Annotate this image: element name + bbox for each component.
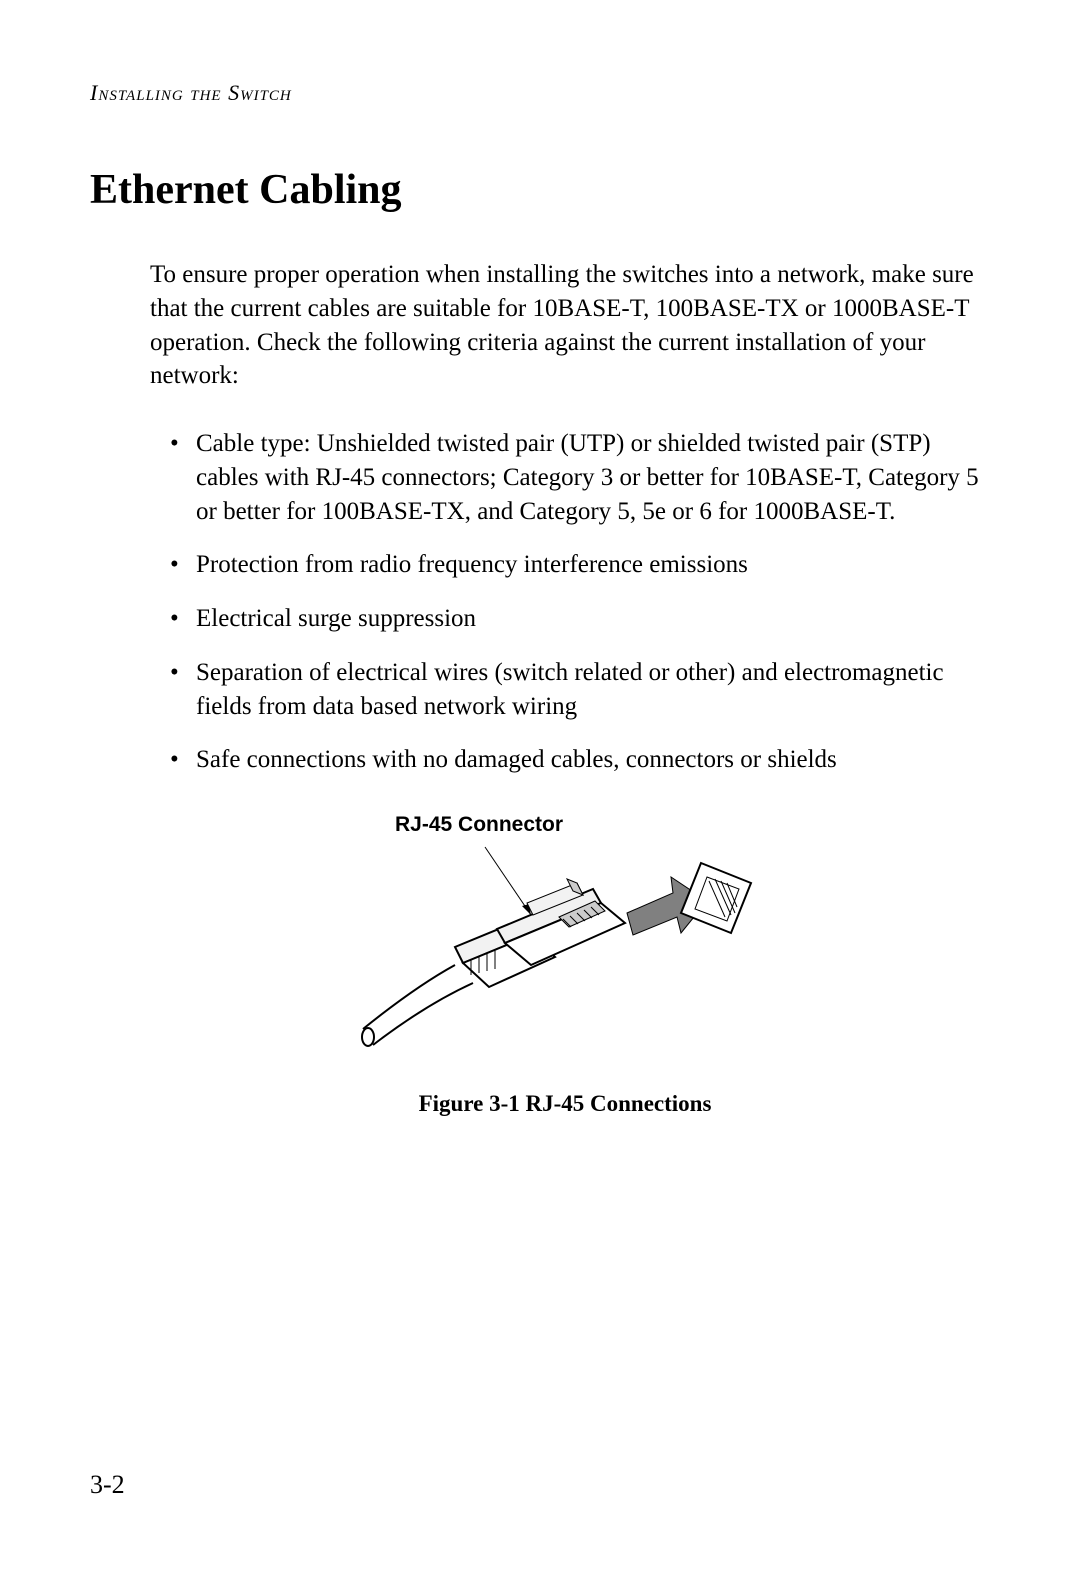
running-head: Installing the Switch: [90, 80, 990, 106]
figure-caption: Figure 3-1 RJ-45 Connections: [150, 1091, 980, 1117]
list-item: Cable type: Unshielded twisted pair (UTP…: [170, 427, 980, 528]
figure: RJ-45 Connector Figure 3-1 RJ-45 Connect…: [150, 807, 980, 1117]
page-number: 3-2: [90, 1470, 125, 1500]
list-item: Protection from radio frequency interfer…: [170, 548, 980, 582]
list-item: Electrical surge suppression: [170, 602, 980, 636]
list-item: Safe connections with no damaged cables,…: [170, 743, 980, 777]
figure-label: RJ-45 Connector: [395, 813, 563, 837]
list-item: Separation of electrical wires (switch r…: [170, 656, 980, 724]
rj45-connector-diagram: [355, 807, 775, 1067]
section-title: Ethernet Cabling: [90, 166, 990, 214]
intro-paragraph: To ensure proper operation when installi…: [150, 258, 980, 393]
body-content: To ensure proper operation when installi…: [150, 258, 980, 1117]
criteria-list: Cable type: Unshielded twisted pair (UTP…: [150, 427, 980, 777]
